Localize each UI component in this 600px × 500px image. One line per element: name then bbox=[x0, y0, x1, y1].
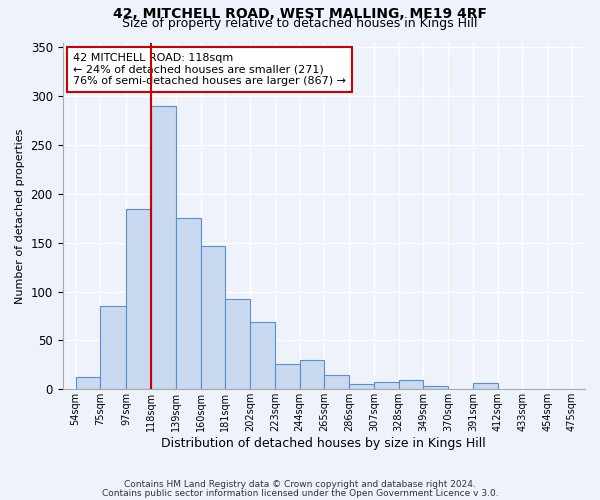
Bar bbox=[200, 246, 225, 390]
Bar bbox=[176, 218, 200, 390]
Bar bbox=[225, 300, 250, 390]
Text: Size of property relative to detached houses in Kings Hill: Size of property relative to detached ho… bbox=[122, 18, 478, 30]
Bar bbox=[424, 386, 448, 390]
Text: 42 MITCHELL ROAD: 118sqm
← 24% of detached houses are smaller (271)
76% of semi-: 42 MITCHELL ROAD: 118sqm ← 24% of detach… bbox=[73, 53, 346, 86]
Bar bbox=[100, 306, 126, 390]
Bar bbox=[250, 322, 275, 390]
Bar bbox=[374, 382, 398, 390]
Bar bbox=[349, 384, 374, 390]
Bar bbox=[76, 376, 100, 390]
Y-axis label: Number of detached properties: Number of detached properties bbox=[15, 128, 25, 304]
Bar bbox=[473, 384, 498, 390]
Bar bbox=[398, 380, 424, 390]
Bar bbox=[325, 374, 349, 390]
Bar bbox=[151, 106, 176, 390]
Text: Contains HM Land Registry data © Crown copyright and database right 2024.: Contains HM Land Registry data © Crown c… bbox=[124, 480, 476, 489]
Bar bbox=[299, 360, 325, 390]
Bar bbox=[275, 364, 299, 390]
Text: 42, MITCHELL ROAD, WEST MALLING, ME19 4RF: 42, MITCHELL ROAD, WEST MALLING, ME19 4R… bbox=[113, 8, 487, 22]
X-axis label: Distribution of detached houses by size in Kings Hill: Distribution of detached houses by size … bbox=[161, 437, 486, 450]
Text: Contains public sector information licensed under the Open Government Licence v : Contains public sector information licen… bbox=[101, 488, 499, 498]
Bar bbox=[126, 208, 151, 390]
